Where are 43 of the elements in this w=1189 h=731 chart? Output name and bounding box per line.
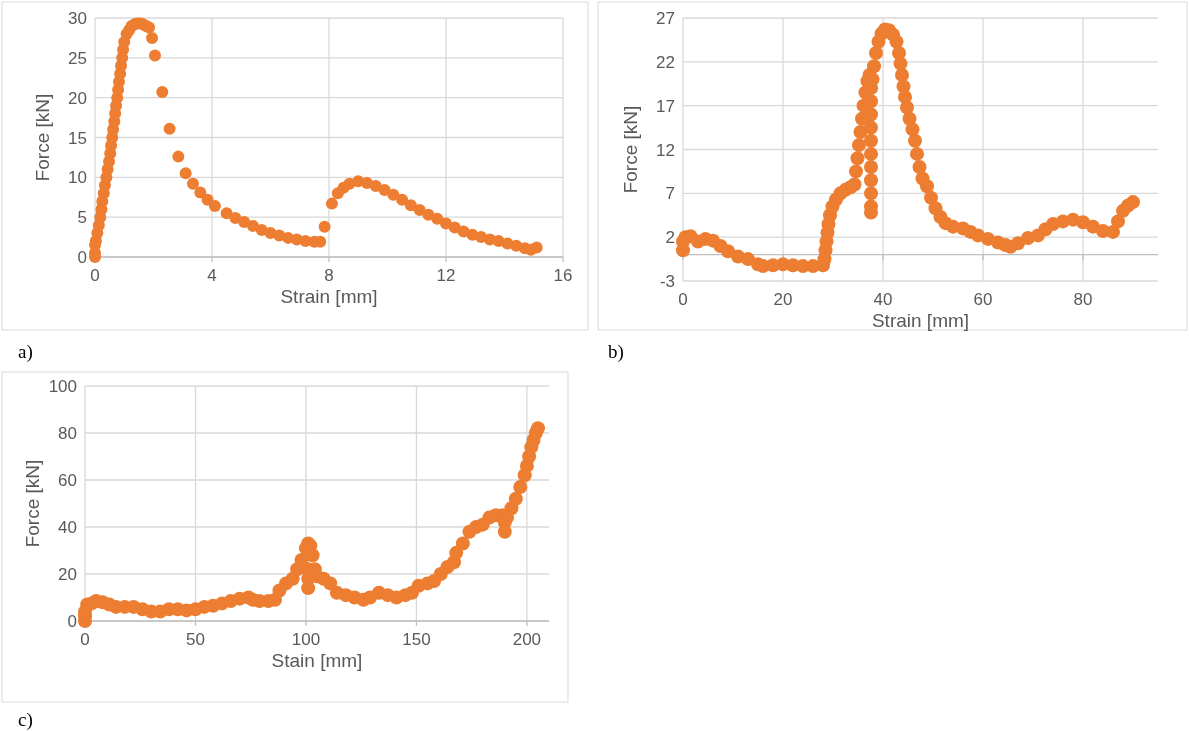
y-tick-label: 0 [67,612,77,631]
x-tick-label: 200 [512,630,542,649]
y-tick-label: 20 [68,88,87,108]
x-tick-label: 12 [436,266,456,285]
y-axis-title: Force [kN] [22,459,43,548]
y-tick-label: -3 [659,272,675,291]
y-tick-label: 2 [665,228,675,248]
text: c) [18,709,33,731]
x-tick-label: 4 [207,266,217,285]
x-axis-title: Strain [mm] [871,310,970,331]
y-tick-label: 17 [656,96,675,116]
y-tick-label: 40 [58,518,77,537]
x-tick-label: 0 [678,290,688,309]
y-tick-label: 12 [656,140,675,160]
x-tick-label: 0 [90,266,100,285]
y-tick-label: 7 [665,184,675,204]
y-axis-title: Force [kN] [32,93,53,182]
y-tick-label: 10 [68,168,87,188]
y-axis-title: Force [kN] [620,105,641,194]
y-tick-label: 22 [656,52,675,72]
y-tick-label: 15 [68,128,87,148]
x-axis-title: Strain [mm] [280,286,378,307]
y-tick-label: 20 [58,565,77,584]
y-tick-label: 100 [48,377,77,396]
text: a) [18,341,33,363]
x-tick-label: 80 [1073,290,1093,309]
x-tick-label: 100 [291,630,321,649]
y-tick-label: 5 [77,208,87,228]
x-tick-label: 50 [186,630,205,649]
x-tick-label: 60 [973,290,993,309]
x-tick-label: 16 [553,266,573,285]
y-tick-label: 27 [656,9,675,28]
x-tick-label: 150 [402,630,431,649]
y-tick-label: 80 [58,424,77,443]
y-tick-label: 25 [68,48,87,68]
text: b) [608,341,624,363]
y-tick-label: 60 [58,471,77,490]
x-axis-title: Stain [mm] [271,650,363,671]
y-tick-label: 0 [77,248,87,267]
x-tick-label: 40 [873,290,893,309]
y-tick-label: 30 [68,9,87,28]
x-tick-label: 8 [324,266,334,285]
x-tick-label: 20 [773,290,793,309]
